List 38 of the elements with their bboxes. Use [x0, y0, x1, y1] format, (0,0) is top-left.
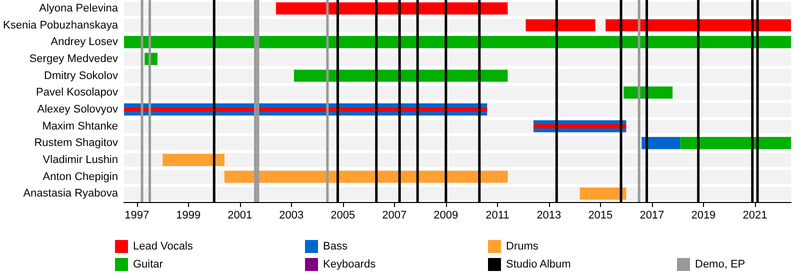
- y-tick-label: Andrey Losev: [50, 36, 118, 48]
- y-tick-label: Dmitry Sokolov: [44, 70, 118, 82]
- y-tick-label: Rustem Shagitov: [34, 137, 118, 150]
- x-tick-label: 2017: [640, 210, 664, 222]
- x-tick-label: 1999: [176, 210, 201, 222]
- legend-label: Keyboards: [323, 258, 376, 270]
- x-tick-label: 2003: [279, 210, 304, 222]
- legend-label: Lead Vocals: [133, 240, 194, 252]
- legend-label: Demo, EP: [695, 258, 746, 270]
- y-tick-label: Sergey Medvedev: [29, 52, 118, 65]
- x-tick-label: 2009: [434, 210, 458, 222]
- y-tick-label: Vladimir Lushin: [42, 154, 118, 166]
- x-tick-label: 2015: [588, 210, 613, 222]
- bar: [294, 70, 508, 82]
- bar: [642, 137, 680, 150]
- bar: [606, 19, 791, 32]
- x-tick-label: 2021: [742, 210, 768, 222]
- y-tick-label: Alyona Pelevina: [39, 2, 119, 14]
- x-tick-label: 2007: [382, 210, 407, 222]
- x-tick-label: 2001: [228, 210, 252, 222]
- x-tick-label: 2019: [691, 210, 716, 222]
- bar: [580, 188, 626, 200]
- x-tick-label: 2013: [536, 210, 562, 222]
- legend-label: Studio Album: [506, 258, 571, 270]
- x-tick-label: 2005: [330, 210, 356, 222]
- y-tick-label: Anton Chepigin: [42, 170, 118, 183]
- x-tick-label: 1997: [124, 210, 150, 222]
- y-tick-label: Maxim Shtanke: [42, 120, 118, 132]
- y-tick-label: Anastasia Ryabova: [23, 188, 119, 200]
- y-tick-label: Ksenia Pobuzhanskaya: [3, 19, 119, 32]
- bar: [680, 137, 791, 150]
- legend-label: Bass: [323, 240, 348, 252]
- y-tick-label: Pavel Kosolapov: [36, 86, 118, 99]
- x-tick-label: 2011: [486, 210, 510, 222]
- legend-label: Guitar: [133, 258, 164, 270]
- y-tick-label: Alexey Solovyov: [37, 103, 118, 116]
- bar: [162, 154, 224, 166]
- legend-label: Drums: [506, 240, 539, 252]
